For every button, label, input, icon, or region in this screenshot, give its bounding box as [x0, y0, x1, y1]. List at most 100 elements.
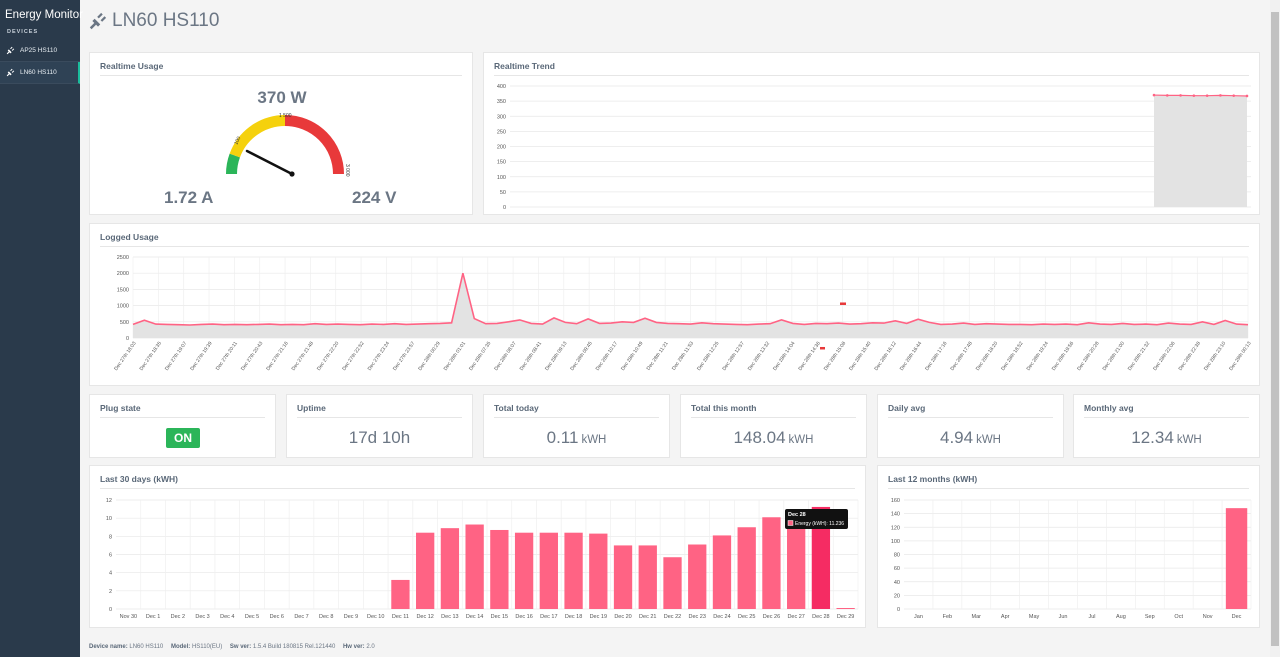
- bar: [391, 579, 410, 609]
- scrollbar-thumb[interactable]: [1271, 12, 1279, 646]
- plug-toggle-button[interactable]: ON: [166, 428, 200, 448]
- y-tick-label: 80: [894, 553, 900, 559]
- bar: [787, 511, 806, 609]
- gauge-needle-hub: [289, 171, 295, 177]
- y-tick-label: 10: [106, 516, 112, 522]
- stat-unit: kWH: [1176, 434, 1202, 446]
- stat-number: 0.11: [546, 428, 579, 447]
- bar: [1225, 508, 1248, 609]
- x-tick-label: Dec 28th 11:53: [671, 341, 695, 372]
- y-tick-label: 250: [497, 129, 506, 135]
- gauge-tick-label: 3 000: [344, 164, 350, 177]
- x-tick-label: Nov: [1203, 614, 1213, 620]
- x-tick-label: Dec 28th 15:40: [848, 341, 872, 372]
- y-tick-label: 0: [126, 336, 129, 342]
- x-tick-label: Dec 27th 19:39: [189, 341, 213, 372]
- panel-title: Last 12 months (kWH): [888, 466, 1249, 489]
- logged-outlier: [820, 346, 825, 350]
- brand-title[interactable]: Energy Monitor: [5, 9, 83, 21]
- stat-unit: kWH: [788, 434, 814, 446]
- gauge-green-segment: [226, 153, 241, 175]
- stat-label: Monthly avg: [1084, 395, 1249, 418]
- x-tick-label: May: [1029, 614, 1040, 620]
- x-tick-label: Dec 27th 18:35: [139, 341, 163, 372]
- x-tick-label: Dec 22: [664, 614, 681, 620]
- trend-point: [1165, 94, 1169, 97]
- sw-version-value: 1.5.4 Build 180815 Rel.121440: [252, 644, 336, 650]
- y-tick-label: 2: [109, 589, 112, 595]
- x-tick-label: Nov 30: [120, 614, 137, 620]
- stat-label: Total today: [494, 395, 659, 418]
- x-tick-label: Dec 9: [344, 614, 358, 620]
- x-tick-label: Dec 13: [441, 614, 458, 620]
- x-tick-label: Jan: [914, 614, 923, 620]
- total-month-value: 148.04 kWH: [681, 428, 866, 448]
- panel-title: Realtime Usage: [100, 53, 462, 76]
- x-tick-label: Dec 28th 21:00: [1102, 341, 1126, 372]
- x-tick-label: Dec 11: [392, 614, 409, 620]
- x-tick-label: Dec 28th 21:32: [1127, 341, 1151, 372]
- x-tick-label: Dec 20: [614, 614, 631, 620]
- footer-label: Model:: [170, 644, 191, 650]
- x-tick-label: Dec 28th 18:20: [975, 341, 999, 372]
- bar: [688, 544, 707, 609]
- panel-title: Logged Usage: [100, 224, 1249, 247]
- monthly-avg-value: 12.34 kWH: [1074, 428, 1259, 448]
- x-tick-label: Dec 27th 22:20: [316, 341, 340, 372]
- x-tick-label: Dec 2: [171, 614, 185, 620]
- x-tick-label: Dec 27th 18:03: [113, 341, 137, 372]
- x-tick-label: Dec 28th 19:56: [1051, 341, 1075, 372]
- main-content: LN60 HS110 Realtime Usage 370 W 100 1 50…: [80, 0, 1270, 657]
- power-gauge: 100 1 500 3 000: [226, 113, 350, 177]
- bar: [836, 608, 855, 609]
- y-tick-label: 500: [120, 320, 129, 326]
- total-today-card: Total today 0.11 kWH: [483, 394, 670, 458]
- trend-line: [1153, 94, 1248, 97]
- x-tick-label: Oct: [1174, 614, 1183, 620]
- x-tick-label: Dec 28th 10:17: [595, 341, 619, 372]
- x-tick-label: Dec 27th 21:16: [265, 341, 289, 372]
- daily-avg-card: Daily avg 4.94 kWH: [877, 394, 1064, 458]
- x-tick-label: Dec 4: [220, 614, 234, 620]
- stat-number: 12.34: [1131, 428, 1174, 447]
- stat-number: 148.04: [733, 428, 786, 447]
- tooltip-title: Dec 28: [788, 512, 806, 518]
- x-tick-label: Dec 28th 01:01: [443, 341, 467, 372]
- x-tick-label: Dec 28th 22:06: [1152, 341, 1176, 372]
- stat-number: 4.94: [939, 428, 974, 447]
- y-tick-label: 60: [894, 566, 900, 572]
- sidebar: Energy Monitor DEVICES AP25 HS110 LN60 H…: [0, 0, 83, 657]
- plug-icon: [89, 12, 107, 30]
- bar: [416, 532, 435, 609]
- bar: [663, 557, 682, 609]
- x-tick-label: Dec 21: [639, 614, 656, 620]
- stat-unit: kWH: [581, 434, 607, 446]
- device-info-footer: Device name: LN60 HS110 Model: HS110(EU)…: [89, 644, 375, 650]
- page-title-text: LN60 HS110: [112, 10, 220, 31]
- model-value: HS110(EU): [191, 644, 223, 650]
- x-tick-label: Dec 6: [270, 614, 284, 620]
- trend-point: [1219, 94, 1222, 97]
- logged-usage-panel: Logged Usage 0 500 1000 1500 2000 2500 Dec 27t…: [89, 223, 1260, 386]
- x-tick-label: Dec 28th 17:16: [924, 341, 948, 372]
- sidebar-item-ln60-hs110[interactable]: LN60 HS110: [0, 62, 80, 84]
- bar: [762, 517, 781, 609]
- sidebar-item-label: AP25 HS110: [20, 47, 58, 54]
- x-tick-label: Dec 28th 08:41: [519, 341, 543, 372]
- sidebar-item-ap25-hs110[interactable]: AP25 HS110: [0, 40, 80, 62]
- y-tick-label: 0: [897, 607, 900, 613]
- y-tick-label: 100: [891, 539, 900, 545]
- x-tick-label: Dec 26: [763, 614, 780, 620]
- y-tick-label: 12: [106, 498, 112, 504]
- trend-point: [1192, 94, 1196, 97]
- x-tick-label: Dec 28th 14:04: [772, 341, 796, 372]
- gauge-yellow-segment: [229, 115, 286, 158]
- daily-avg-value: 4.94 kWH: [878, 428, 1063, 448]
- scrollbar[interactable]: [1270, 0, 1280, 657]
- x-tick-label: Dec 15: [491, 614, 508, 620]
- uptime-value: 17d 10h: [287, 428, 472, 448]
- y-tick-label: 6: [109, 553, 112, 559]
- voltage-readout: 224 V: [352, 188, 397, 207]
- bar: [638, 545, 657, 609]
- y-tick-label: 1000: [117, 304, 129, 310]
